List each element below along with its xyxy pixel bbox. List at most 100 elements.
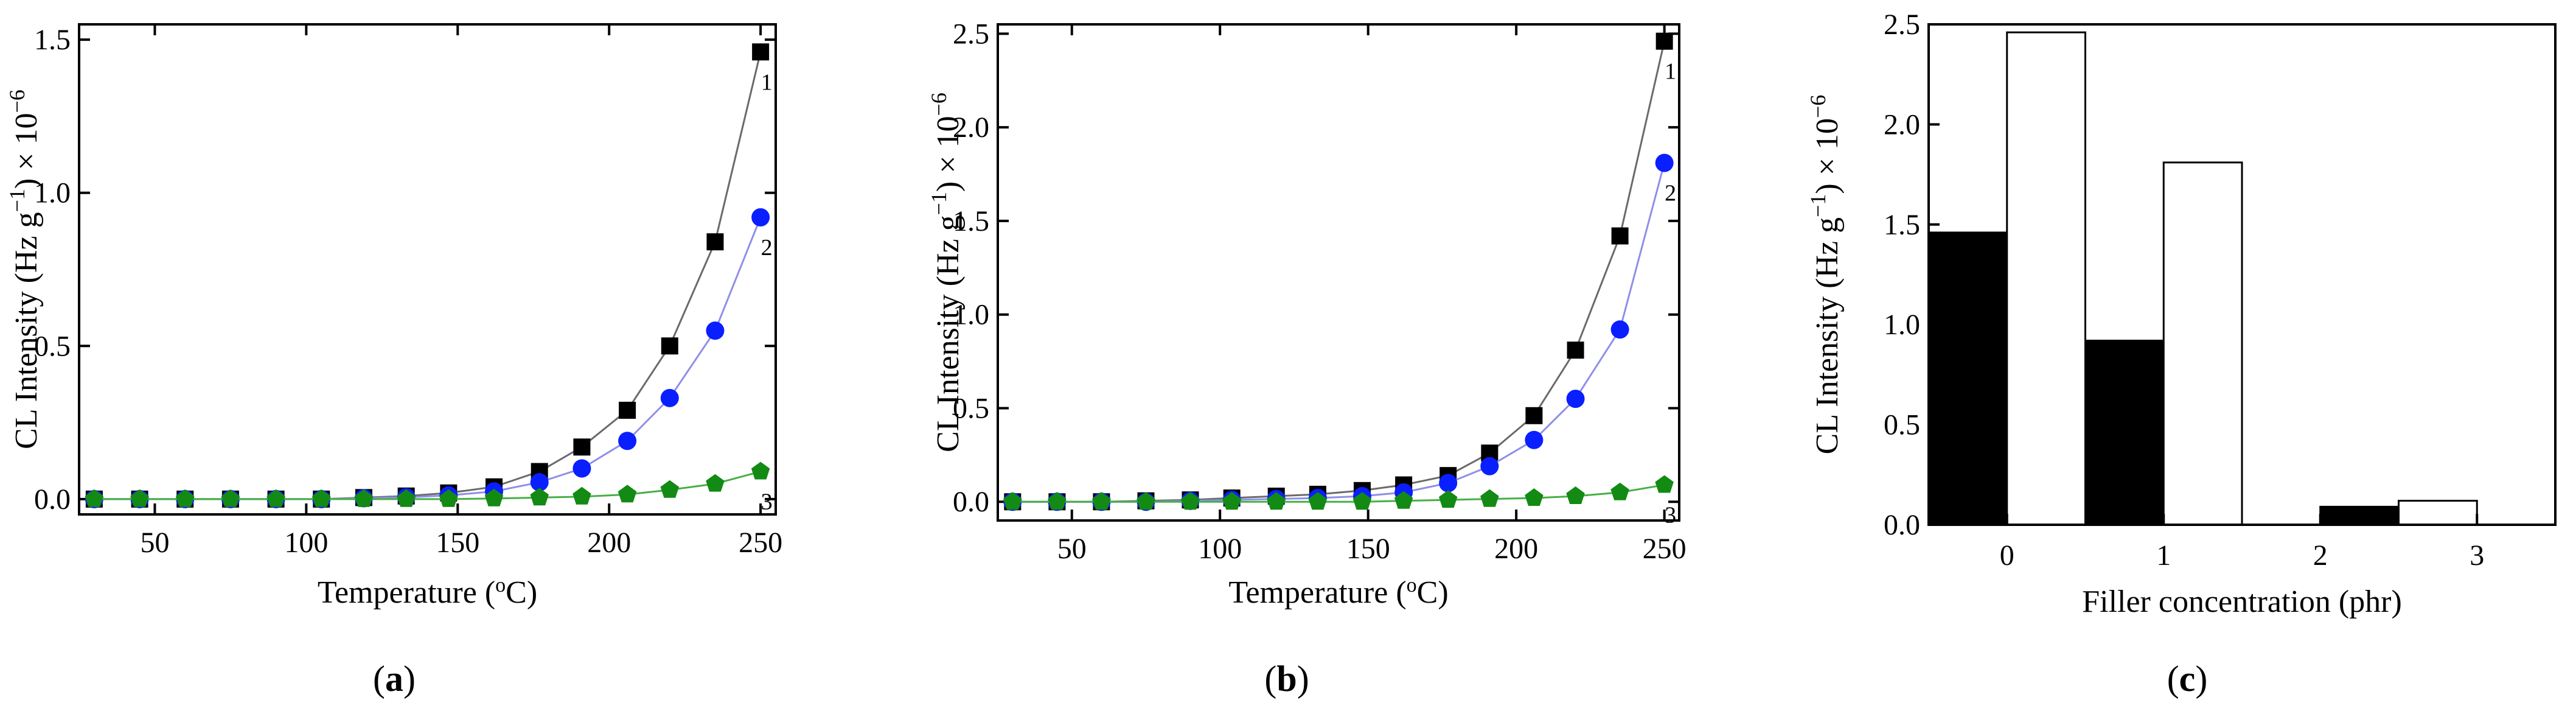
series-3: 3 bbox=[85, 461, 773, 515]
data-point bbox=[706, 321, 725, 340]
bar-series-a bbox=[2319, 505, 2400, 526]
y-axis-title: CL Intensity (Hz g−1) × 10−6 bbox=[927, 93, 966, 452]
curve-label: 2 bbox=[761, 235, 773, 261]
data-point bbox=[1655, 32, 1673, 50]
data-point bbox=[1610, 482, 1629, 500]
data-point bbox=[618, 432, 637, 450]
curve-label: 1 bbox=[1665, 59, 1676, 85]
x-axis-title: Filler concentration (phr) bbox=[2082, 584, 2402, 619]
data-point bbox=[661, 337, 678, 355]
data-point bbox=[1480, 489, 1499, 507]
y-tick-label: 1.0 bbox=[953, 299, 989, 331]
series-line bbox=[1012, 484, 1665, 503]
data-point bbox=[573, 486, 591, 505]
x-tick-label: 0 bbox=[2000, 539, 2014, 572]
data-point bbox=[1525, 407, 1543, 424]
data-point bbox=[660, 480, 679, 498]
y-tick-label: 0.5 bbox=[953, 392, 989, 424]
data-point bbox=[1137, 492, 1155, 510]
data-point bbox=[530, 473, 549, 492]
x-tick-label: 100 bbox=[284, 527, 328, 559]
data-point bbox=[312, 489, 331, 507]
data-point bbox=[660, 388, 679, 407]
x-tick-label: 200 bbox=[1494, 533, 1538, 565]
y-tick-label: 0.5 bbox=[1884, 409, 1920, 441]
data-point bbox=[397, 489, 416, 507]
y-tick-label: 2.5 bbox=[1884, 9, 1920, 41]
y-tick-label: 2.5 bbox=[953, 18, 989, 50]
data-point bbox=[1308, 492, 1328, 510]
data-point bbox=[573, 438, 591, 456]
series-2: 2 bbox=[1003, 153, 1676, 511]
x-tick-label: 50 bbox=[1057, 533, 1087, 565]
y-axis-title: CL Intensity (Hz g−1) × 10−6 bbox=[5, 89, 44, 449]
curve-label: 3 bbox=[1665, 503, 1676, 528]
data-point bbox=[130, 489, 149, 507]
y-axis-title: CL Intensity (Hz g−1) × 10−6 bbox=[1806, 95, 1845, 455]
data-point bbox=[1525, 488, 1544, 506]
y-tick-label: 1.5 bbox=[34, 24, 71, 56]
data-point bbox=[1439, 474, 1458, 492]
panel-b-label: (b) bbox=[1264, 659, 1309, 699]
series-line bbox=[94, 471, 761, 500]
data-point bbox=[1092, 492, 1111, 510]
plot-frame bbox=[78, 23, 777, 516]
series-1: 1 bbox=[1004, 32, 1676, 511]
data-point bbox=[1566, 390, 1585, 408]
data-point bbox=[484, 488, 504, 506]
y-tick-label: 0.5 bbox=[34, 330, 71, 362]
series-line bbox=[94, 51, 762, 500]
panel-c-label: (c) bbox=[2167, 659, 2208, 699]
curve-label: 2 bbox=[1665, 181, 1676, 206]
data-point bbox=[1222, 492, 1241, 510]
x-tick-label: 150 bbox=[1346, 533, 1390, 565]
data-point bbox=[751, 461, 770, 480]
data-point bbox=[1655, 153, 1674, 172]
data-point bbox=[1567, 342, 1584, 359]
bar-series-b bbox=[2398, 500, 2478, 526]
data-point bbox=[618, 485, 637, 503]
x-tick-label: 100 bbox=[1198, 533, 1242, 565]
data-point bbox=[266, 489, 285, 507]
series-3: 3 bbox=[1003, 475, 1676, 528]
y-tick-label: 0.0 bbox=[1884, 509, 1920, 541]
data-point bbox=[1003, 492, 1022, 510]
data-point bbox=[1525, 430, 1544, 449]
data-point bbox=[1352, 492, 1372, 510]
series-1: 1 bbox=[85, 43, 773, 508]
panel-b-chart: 50 100 150 200 250 0.0 0.5 1.0 1.5 2.0 2.5 Temperat… bbox=[927, 18, 1687, 610]
series-2: 2 bbox=[85, 208, 773, 508]
y-tick-label: 1.0 bbox=[34, 177, 71, 209]
panel-a-chart: 50 100 150 200 250 0.0 0.5 1.0 1.5 Temperature (o… bbox=[5, 23, 782, 611]
data-point bbox=[439, 489, 458, 507]
y-tick-label: 0.0 bbox=[953, 486, 989, 518]
y-tick-label: 1.5 bbox=[1884, 209, 1920, 241]
x-tick-label: 150 bbox=[436, 527, 479, 559]
data-point bbox=[1048, 492, 1067, 510]
data-point bbox=[573, 459, 591, 478]
series-line bbox=[1012, 163, 1666, 503]
data-point bbox=[751, 208, 770, 226]
x-tick-label: 250 bbox=[1643, 533, 1687, 565]
bar-series-a bbox=[2084, 340, 2165, 526]
data-point bbox=[1480, 457, 1499, 475]
data-point bbox=[85, 489, 104, 507]
x-tick-label: 3 bbox=[2470, 539, 2484, 572]
y-tick-label: 2.0 bbox=[953, 111, 989, 144]
x-axis-title: Temperature (oC) bbox=[318, 574, 537, 611]
x-tick-label: 50 bbox=[140, 527, 169, 559]
x-tick-label: 250 bbox=[739, 527, 782, 559]
data-point bbox=[1394, 491, 1413, 509]
y-tick-label: 1.5 bbox=[953, 205, 989, 237]
data-point bbox=[354, 489, 374, 507]
x-tick-label: 1 bbox=[2156, 539, 2171, 572]
data-point bbox=[1439, 490, 1458, 508]
plot-frame bbox=[1927, 23, 2557, 526]
data-point bbox=[1267, 492, 1286, 510]
data-point bbox=[1566, 486, 1585, 504]
data-point bbox=[176, 489, 195, 507]
y-tick-label: 2.0 bbox=[1884, 108, 1920, 141]
series-line bbox=[1012, 41, 1666, 503]
panel-c-chart: 0 1 2 3 0.0 0.5 1.0 1.5 2.0 2.5 Filler concentrati… bbox=[1806, 9, 2557, 619]
